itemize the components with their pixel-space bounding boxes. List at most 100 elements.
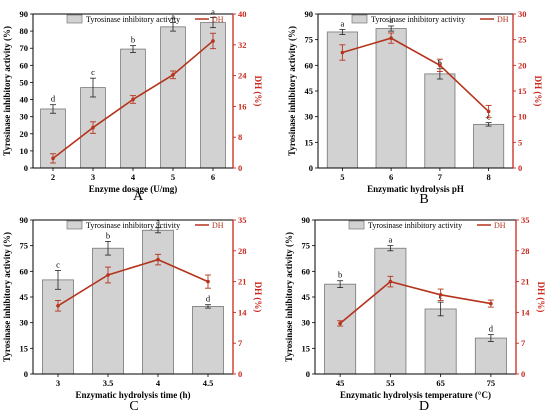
chart-panel-d: bacd0153045607590071421283545556575Enzym… <box>284 215 546 414</box>
y-tick-label-left: 15 <box>305 137 314 147</box>
y-tick-label-right: 10 <box>518 112 527 122</box>
y-tick-label-left: 60 <box>302 266 311 276</box>
x-axis-title: Enzyme dosage (U/mg) <box>89 184 178 194</box>
y-tick-label-left: 0 <box>309 163 313 173</box>
x-tick-label: 8 <box>487 172 491 182</box>
panel-label: D <box>419 399 429 414</box>
x-tick-label: 4 <box>131 172 136 182</box>
x-tick-label: 3 <box>56 378 60 388</box>
dh-point <box>340 50 345 55</box>
x-tick-label: 55 <box>386 378 395 388</box>
y-tick-label-left: 60 <box>305 60 314 70</box>
significance-letter: b <box>106 230 110 240</box>
x-tick-label: 5 <box>171 172 175 182</box>
y-tick-label-left: 0 <box>24 163 28 173</box>
significance-letter: a <box>389 15 393 25</box>
x-tick-label: 45 <box>336 378 345 388</box>
x-tick-label: 65 <box>436 378 445 388</box>
panel-label: B <box>419 192 428 207</box>
y-tick-label-right: 15 <box>518 86 527 96</box>
significance-letter: c <box>56 259 60 269</box>
y-tick-label-left: 10 <box>20 146 29 156</box>
dh-point <box>489 301 493 306</box>
significance-letter: b <box>131 35 135 45</box>
significance-letter: d <box>489 324 494 334</box>
y-tick-label-left: 30 <box>20 112 29 122</box>
y-axis-title-left: Tyrosinase inhibitory activity (%) <box>287 26 297 156</box>
y-tick-label-left: 30 <box>20 318 29 328</box>
dh-point <box>338 321 342 326</box>
y-tick-label-left: 70 <box>20 43 29 53</box>
bar <box>42 279 74 375</box>
y-tick-label-left: 75 <box>305 35 314 45</box>
y-tick-label-left: 0 <box>306 369 310 379</box>
x-tick-label: 5 <box>340 172 344 182</box>
y-tick-label-right: 21 <box>521 277 530 287</box>
y-tick-label-right: 16 <box>238 101 247 111</box>
y-tick-label-right: 40 <box>238 9 247 19</box>
y-tick-label-right: 24 <box>238 71 247 81</box>
y-tick-label-right: 14 <box>521 307 530 317</box>
x-tick-label: 6 <box>389 172 393 182</box>
bar <box>324 283 357 375</box>
y-tick-label-left: 15 <box>20 343 29 353</box>
y-tick-label-right: 8 <box>238 132 242 142</box>
significance-letter: a <box>211 6 215 16</box>
dh-point <box>171 73 175 77</box>
chart-panel-c: c b a d 0 15 30 45 60 75 90 0 7 14 21 28 35 3 3.5 4 4.5 Enzym… <box>2 215 263 414</box>
y-axis-title-left: Tyrosinase inhibitory activity (%) <box>284 232 294 362</box>
bar <box>200 22 226 169</box>
legend-label-bar: Tyrosinase inhibitory activity <box>86 15 180 24</box>
y-tick-label-left: 90 <box>302 215 311 225</box>
x-tick-label: 4 <box>156 378 161 388</box>
bar <box>160 26 186 169</box>
y-tick-label-right: 0 <box>518 163 522 173</box>
y-tick-label-left: 90 <box>20 215 29 225</box>
legend-label-bar: Tyrosinase inhibitory activity <box>368 221 462 230</box>
y-tick-label-left: 30 <box>305 112 314 122</box>
y-tick-label-left: 90 <box>20 9 29 19</box>
panel-label: A <box>133 189 144 204</box>
legend-swatch-bar <box>66 220 83 230</box>
y-tick-label-left: 90 <box>305 9 314 19</box>
y-tick-label-left: 45 <box>20 292 29 302</box>
y-axis-title-left: Tyrosinase inhibitory activity (%) <box>2 232 12 362</box>
y-tick-label-left: 45 <box>305 86 314 96</box>
dh-point <box>389 36 393 40</box>
x-tick-label: 6 <box>211 172 215 182</box>
y-tick-label-right: 7 <box>238 338 243 348</box>
x-tick-label: 2 <box>51 172 55 182</box>
y-tick-label-left: 0 <box>24 369 28 379</box>
x-tick-label: 4.5 <box>203 378 214 388</box>
y-tick-label-right: 30 <box>518 9 527 19</box>
y-tick-label-left: 60 <box>20 60 29 70</box>
panel-label: C <box>129 399 138 414</box>
legend-label-line: DH <box>494 221 506 230</box>
bar <box>374 247 407 375</box>
bar <box>192 306 224 375</box>
y-tick-label-right: 7 <box>521 338 526 348</box>
x-tick-label: 75 <box>487 378 496 388</box>
dh-point <box>51 156 55 161</box>
y-tick-label-left: 45 <box>302 292 311 302</box>
dh-point <box>56 304 60 308</box>
dh-line <box>339 280 492 325</box>
y-tick-label-left: 50 <box>20 77 29 87</box>
y-tick-label-left: 80 <box>20 26 29 36</box>
y-tick-label-left: 75 <box>20 241 29 251</box>
dh-point <box>211 39 215 43</box>
x-tick-label: 3 <box>91 172 95 182</box>
bar <box>142 229 174 375</box>
x-axis-title: Enzymatic hydrolysis pH <box>367 184 464 194</box>
y-tick-label-right: 35 <box>238 215 247 225</box>
y-axis-title-left: Tyrosinase inhibitory activity (%) <box>2 26 12 156</box>
significance-letter: d <box>206 294 211 304</box>
dh-point <box>438 293 443 297</box>
bar <box>424 308 457 375</box>
legend-swatch-bar <box>66 14 83 24</box>
significance-letter: c <box>91 67 95 77</box>
legend-label-bar: Tyrosinase inhibitory activity <box>371 15 465 24</box>
significance-letter: a <box>171 12 175 22</box>
dh-point <box>206 279 210 284</box>
